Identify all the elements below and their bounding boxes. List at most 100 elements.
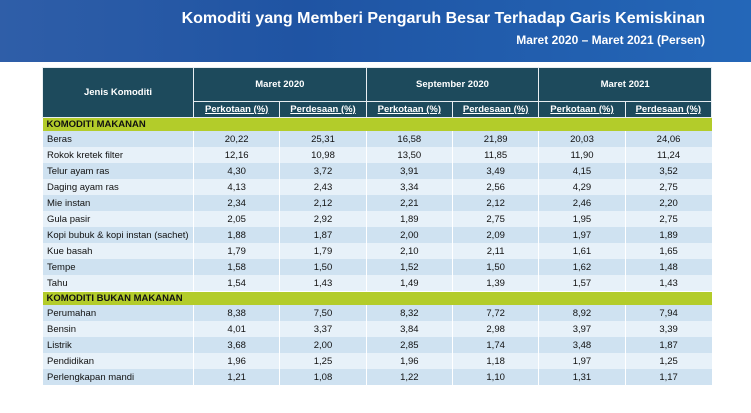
value-cell: 2,75 (624, 211, 712, 227)
data-row: Beras 20,22 25,31 16,58 21,89 20,03 24,06 (42, 131, 712, 147)
data-row: Rokok kretek filter 12,16 10,98 13,50 11,85 1… (42, 147, 712, 163)
value-cell: 1,97 (538, 353, 626, 369)
commodity-name: Mie instan (42, 195, 194, 211)
value-cell: 1,39 (451, 275, 539, 292)
value-cell: 1,10 (451, 369, 539, 385)
value-cell: 4,15 (538, 163, 626, 179)
data-row: Kue basah 1,79 1,79 2,10 2,11 1,61 1,65 (42, 243, 712, 259)
header-band: Komoditi yang Memberi Pengaruh Besar Ter… (0, 0, 751, 62)
subheader: Perdesaan (%) (624, 101, 713, 118)
value-cell: 4,01 (192, 321, 280, 337)
commodity-name: Bensin (42, 321, 194, 337)
value-cell: 8,32 (365, 305, 453, 321)
value-cell: 3,68 (192, 337, 280, 353)
value-cell: 1,22 (365, 369, 453, 385)
value-cell: 11,90 (538, 147, 626, 163)
value-cell: 4,29 (538, 179, 626, 195)
value-cell: 1,96 (192, 353, 280, 369)
subheader-row: Perkotaan (%) Perdesaan (%) Perkotaan (%) P… (43, 101, 713, 118)
value-cell: 1,25 (624, 353, 712, 369)
value-cell: 1,79 (279, 243, 367, 259)
commodity-name: Telur ayam ras (42, 163, 194, 179)
value-cell: 1,21 (192, 369, 280, 385)
value-cell: 2,92 (279, 211, 367, 227)
value-cell: 7,50 (279, 305, 367, 321)
commodity-name: Gula pasir (42, 211, 194, 227)
column-header: Jenis Komoditi (42, 67, 194, 118)
value-cell: 20,03 (538, 131, 626, 147)
value-cell: 4,13 (192, 179, 280, 195)
table-wrap: Jenis Komoditi Maret 2020 September 2020 Ma… (42, 67, 713, 385)
value-cell: 3,52 (624, 163, 712, 179)
commodity-name: Perumahan (42, 305, 194, 321)
value-cell: 4,30 (192, 163, 280, 179)
value-cell: 16,58 (365, 131, 453, 147)
subheader: Perkotaan (%) (192, 101, 281, 118)
value-cell: 12,16 (192, 147, 280, 163)
title: Komoditi yang Memberi Pengaruh Besar Ter… (181, 10, 705, 27)
value-cell: 11,24 (624, 147, 712, 163)
value-cell: 3,48 (538, 337, 626, 353)
section-row: KOMODITI MAKANAN (42, 117, 712, 131)
value-cell: 3,97 (538, 321, 626, 337)
value-cell: 2,46 (538, 195, 626, 211)
value-cell: 1,89 (365, 211, 453, 227)
subtitle: Maret 2020 – Maret 2021 (Persen) (516, 33, 705, 47)
commodity-name: Kopi bubuk & kopi instan (sachet) (42, 227, 194, 243)
value-cell: 7,72 (451, 305, 539, 321)
value-cell: 1,31 (538, 369, 626, 385)
period-header: Maret 2020 (193, 67, 367, 102)
data-row: Kopi bubuk & kopi instan (sachet) 1,88 1,8… (42, 227, 712, 243)
value-cell: 1,25 (279, 353, 367, 369)
section-row: KOMODITI BUKAN MAKANAN (42, 291, 712, 305)
value-cell: 1,74 (451, 337, 539, 353)
value-cell: 1,87 (624, 337, 712, 353)
value-cell: 2,98 (451, 321, 539, 337)
value-cell: 1,17 (624, 369, 712, 385)
commodity-name: Daging ayam ras (42, 179, 194, 195)
section-name: KOMODITI BUKAN MAKANAN (42, 291, 712, 305)
commodity-name: Kue basah (42, 243, 194, 259)
commodity-name: Pendidikan (42, 353, 194, 369)
value-cell: 2,10 (365, 243, 453, 259)
commodity-name: Listrik (42, 337, 194, 353)
period-header: Maret 2021 (538, 67, 712, 102)
value-cell: 10,98 (279, 147, 367, 163)
value-cell: 3,72 (279, 163, 367, 179)
commodity-name: Rokok kretek filter (42, 147, 194, 163)
value-cell: 1,96 (365, 353, 453, 369)
value-cell: 8,38 (192, 305, 280, 321)
section-name: KOMODITI MAKANAN (42, 117, 712, 131)
value-cell: 1,89 (624, 227, 712, 243)
value-cell: 2,00 (365, 227, 453, 243)
period-header: September 2020 (365, 67, 540, 102)
data-row: Tempe 1,58 1,50 1,52 1,50 1,62 1,48 (42, 259, 712, 275)
data-row: Telur ayam ras 4,30 3,72 3,91 3,49 4,15 3,52 (42, 163, 712, 179)
data-row: Mie instan 2,34 2,12 2,21 2,12 2,46 2,20 (42, 195, 712, 211)
data-row: Pendidikan 1,96 1,25 1,96 1,18 1,97 1,25 (42, 353, 712, 369)
value-cell: 3,84 (365, 321, 453, 337)
value-cell: 1,61 (538, 243, 626, 259)
data-row: Gula pasir 2,05 2,92 1,89 2,75 1,95 2,75 (42, 211, 712, 227)
data-row: Daging ayam ras 4,13 2,43 3,34 2,56 4,29 2,75 (42, 179, 712, 195)
subheader: Perkotaan (%) (538, 101, 626, 118)
data-row: Listrik 3,68 2,00 2,85 1,74 3,48 1,87 (42, 337, 712, 353)
subheader: Perdesaan (%) (451, 101, 540, 118)
value-cell: 3,39 (624, 321, 712, 337)
value-cell: 1,18 (451, 353, 539, 369)
value-cell: 3,34 (365, 179, 453, 195)
value-cell: 11,85 (451, 147, 539, 163)
value-cell: 7,94 (624, 305, 712, 321)
value-cell: 3,37 (279, 321, 367, 337)
value-cell: 25,31 (279, 131, 367, 147)
subheader: Perkotaan (%) (365, 101, 453, 118)
value-cell: 2,75 (624, 179, 712, 195)
value-cell: 1,57 (538, 275, 626, 292)
value-cell: 2,09 (451, 227, 539, 243)
value-cell: 1,58 (192, 259, 280, 275)
data-row: Perlengkapan mandi 1,21 1,08 1,22 1,10 1,31 1,… (42, 369, 712, 385)
value-cell: 1,95 (538, 211, 626, 227)
header-row: Jenis Komoditi Maret 2020 September 2020 Ma… (42, 67, 712, 118)
value-cell: 1,54 (192, 275, 280, 292)
value-cell: 2,34 (192, 195, 280, 211)
